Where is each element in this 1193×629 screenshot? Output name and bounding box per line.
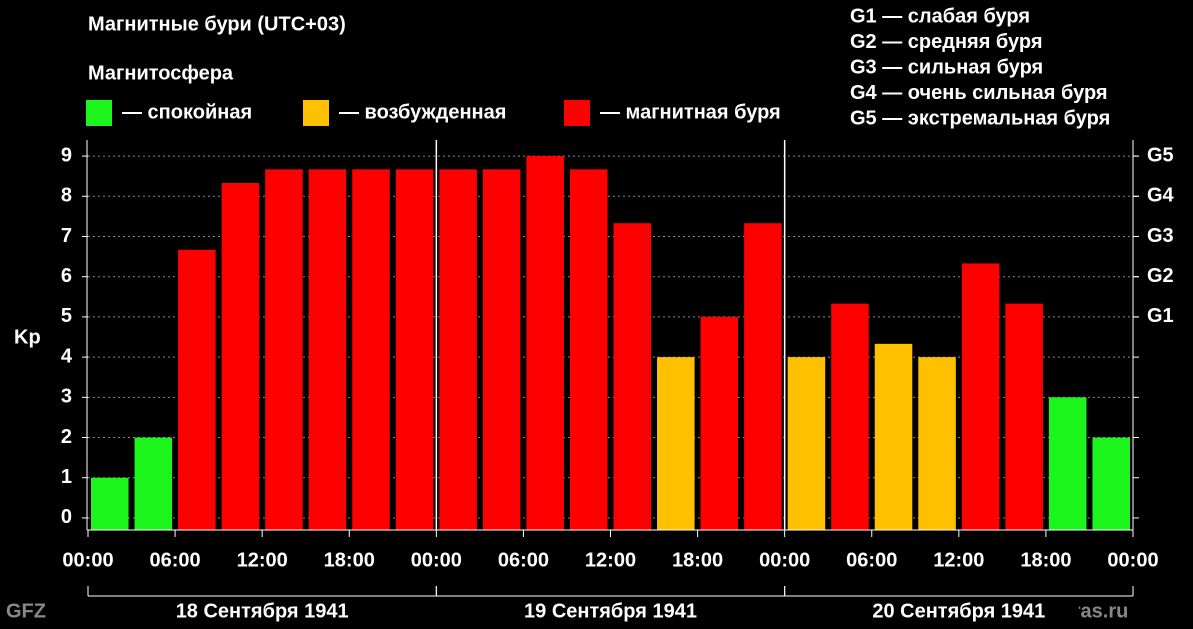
x-tick-label: 12:00 [585,549,636,571]
x-tick-label: 18:00 [672,549,723,571]
x-tick-label: 18:00 [1020,549,1071,571]
bar [744,223,782,530]
scale-note: G1 — слабая буря [850,5,1030,27]
x-tick-label: 00:00 [411,549,462,571]
chart-title: Магнитные бури (UTC+03) [88,13,346,35]
y-tick-label: 7 [61,225,72,247]
legend-swatch [303,100,329,126]
x-tick-label: 12:00 [933,549,984,571]
x-tick-label: 00:00 [62,549,113,571]
y-tick-label: 1 [61,466,72,488]
y-tick-label: 9 [61,144,72,166]
y-axis-label: Kp [14,326,41,348]
bar [918,357,956,530]
x-tick-label: 00:00 [1107,549,1158,571]
scale-note: G5 — экстремальная буря [850,107,1110,129]
bar [831,303,869,530]
x-tick-label: 12:00 [237,549,288,571]
bar [874,343,913,530]
bar [569,169,608,530]
day-label-bg [838,598,1079,628]
bar [787,357,826,530]
y2-tick-label: G2 [1147,265,1174,287]
x-tick-label: 18:00 [324,549,375,571]
y2-tick-label: G3 [1147,225,1174,247]
scale-note: G2 — средняя буря [850,31,1043,53]
bar [134,437,173,530]
day-label-bg [490,598,731,628]
legend-swatch [86,100,112,126]
day-label-bg [142,598,383,628]
scale-note: G3 — сильная буря [850,56,1043,78]
y-tick-label: 6 [61,265,72,287]
x-tick-label: 00:00 [759,549,810,571]
bar [657,357,695,530]
bar [178,249,216,531]
y2-tick-label: G1 [1147,305,1174,327]
bar [700,316,739,530]
y-tick-label: 2 [61,426,72,448]
y-tick-label: 5 [61,305,72,327]
bar [526,156,564,531]
scale-note: G4 — очень сильная буря [850,82,1108,104]
bar [1092,437,1130,530]
legend-swatch [564,100,590,126]
legend-title: Магнитосфера [88,62,234,84]
x-tick-label: 06:00 [150,549,201,571]
bar [352,169,390,530]
bar [439,169,477,530]
bar [1048,397,1087,530]
day-label: 20 Сентября 1941 [872,600,1045,622]
bar [613,223,652,530]
bar [308,169,347,530]
y-tick-label: 8 [61,185,72,207]
bar [91,477,129,530]
y-tick-label: 3 [61,386,72,408]
y2-tick-label: G5 [1147,144,1174,166]
legend-label: — магнитная буря [600,101,781,123]
day-label: 19 Сентября 1941 [524,600,697,622]
bar [395,169,434,530]
y-tick-label: 0 [61,506,72,528]
bar [1005,303,1043,530]
bar [221,183,260,530]
x-tick-label: 06:00 [498,549,549,571]
bar [482,169,521,530]
source-left: GFZ [6,600,46,622]
bar [265,169,303,530]
y2-tick-label: G4 [1147,185,1175,207]
x-tick-label: 06:00 [846,549,897,571]
bar [961,263,1000,530]
y-tick-label: 4 [61,345,73,367]
legend-label: — спокойная [122,101,252,123]
day-label: 18 Сентября 1941 [176,600,349,622]
legend-label: — возбужденная [339,101,506,123]
